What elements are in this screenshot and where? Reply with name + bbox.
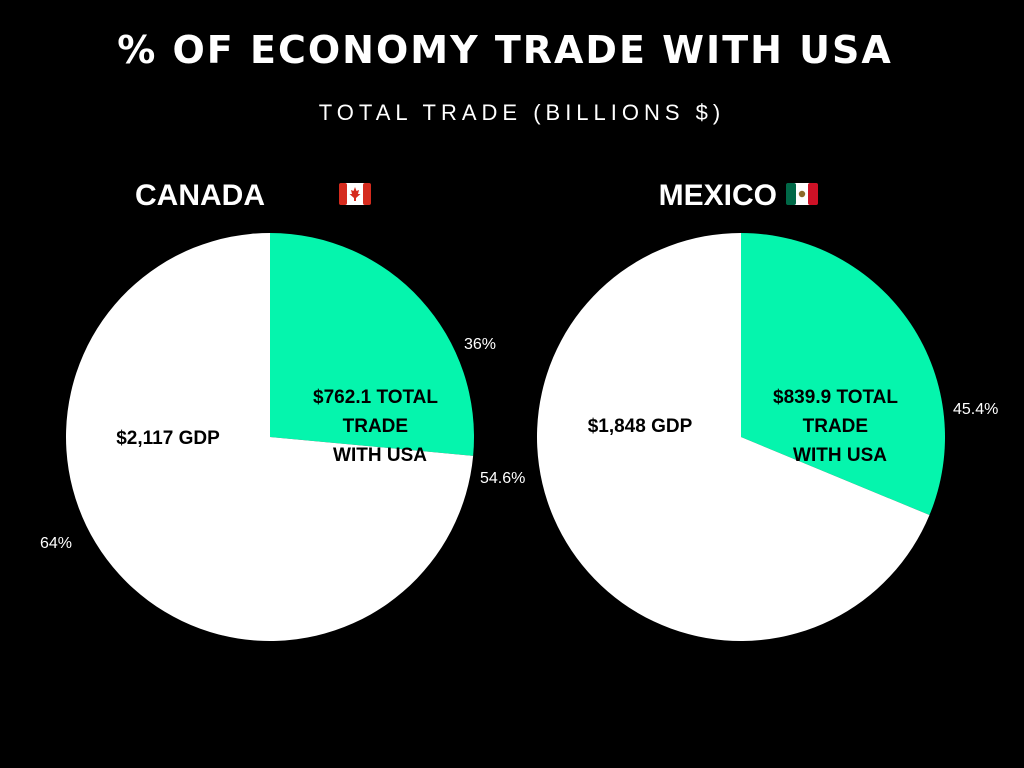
canada-chart: CANADA $762.1 TOTAL TRADE WITH USA $2,11…: [40, 179, 496, 641]
canada-trade-label-line: TRADE: [343, 416, 408, 437]
mexico-trade-label: $839.9 TOTAL TRADE WITH USA: [773, 387, 903, 466]
canada-trade-slice: [270, 233, 474, 456]
mexico-flag-icon: [786, 183, 818, 205]
canada-trade-percent: 36%: [464, 336, 496, 353]
mexico-gdp-label: $1,848 GDP: [588, 416, 693, 437]
mexico-gdp-slice: [537, 233, 930, 642]
canada-gdp-percent: 64%: [40, 535, 72, 552]
canada-trade-label-line: WITH USA: [333, 445, 427, 466]
canada-flag-icon: [339, 183, 371, 205]
mexico-chart-title: MEXICO: [659, 179, 777, 212]
mexico-trade-percent: 45.4%: [953, 401, 998, 418]
canada-gdp-slice: [66, 233, 474, 641]
mexico-trade-slice: [741, 233, 945, 516]
chart-subtitle: TOTAL TRADE (BILLIONS $): [318, 100, 726, 125]
chart-title: % OF ECONOMY TRADE WITH USA: [117, 28, 893, 72]
canada-trade-label-line: $762.1 TOTAL: [313, 387, 438, 408]
canada-trade-label: $762.1 TOTAL TRADE WITH USA: [313, 387, 443, 466]
mexico-gdp-percent: 54.6%: [480, 470, 525, 487]
canada-gdp-label: $2,117 GDP: [116, 428, 220, 449]
canada-chart-title: CANADA: [135, 179, 265, 212]
mexico-trade-label-line: $839.9 TOTAL: [773, 387, 898, 408]
mexico-chart: MEXICO $839.9 TOTAL TRADE WITH USA $1,84…: [480, 179, 998, 642]
mexico-trade-label-line: TRADE: [803, 416, 868, 437]
mexico-trade-label-line: WITH USA: [793, 445, 887, 466]
